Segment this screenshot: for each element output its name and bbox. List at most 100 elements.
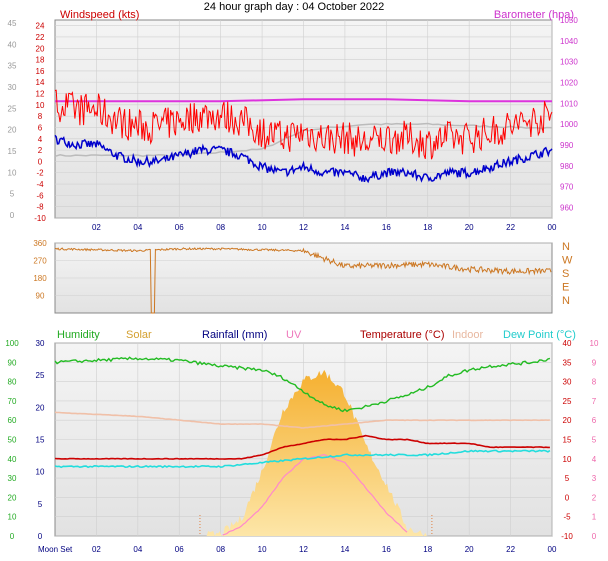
x-tick-label-bottom: 18 [423,545,432,554]
legend-temperature: Temperature (°C) [360,329,444,341]
humidity-tick-label: 40 [8,455,17,464]
x-tick-label: 16 [382,223,391,232]
wind-tick-label: 20 [36,44,45,53]
wind-outer-tick-label: 30 [8,83,17,92]
uv-tick-label: 2 [592,493,597,502]
humidity-line [54,356,551,413]
wind-outer-tick-label: 45 [8,19,17,28]
baro-old-line [54,122,553,158]
x-tick-label-bottom: 10 [258,545,267,554]
x-tick-label-bottom: 14 [340,545,349,554]
rain-tick-label: 5 [38,500,43,509]
direction-tick-label: 180 [33,274,47,283]
wind-tick-label: 16 [36,67,45,76]
humidity-tick-label: 20 [8,493,17,502]
humidity-tick-label: 80 [8,378,17,387]
uv-tick-label: 4 [592,455,597,464]
wind-tick-label: -6 [36,191,44,200]
uv-tick-label: 0 [592,532,597,541]
compass-label: W [562,255,573,267]
x-tick-label-bottom: 02 [92,545,101,554]
wind-outer-tick-label: 0 [10,211,15,220]
x-tick-label-bottom: 12 [299,545,308,554]
rain-tick-label: 10 [36,468,45,477]
humidity-tick-label: 10 [8,513,17,522]
x-tick-label: 22 [506,223,515,232]
humidity-tick-label: 50 [8,436,17,445]
temp-tick-label: 15 [563,436,572,445]
wind-tick-label: 12 [36,90,45,99]
wind-outer-tick-label: 20 [8,126,17,135]
rain-tick-label: 20 [36,403,45,412]
x-tick-label: 08 [216,223,225,232]
dewpoint-line [54,449,551,469]
wind-tick-label: 22 [36,33,45,42]
rain-tick-label: 0 [38,532,43,541]
temp-tick-label: 5 [565,474,570,483]
x-tick-label: 18 [423,223,432,232]
x-tick-label: 12 [299,223,308,232]
wind-outer-tick-label: 5 [10,190,15,199]
x-tick-label: 06 [175,223,184,232]
wind-tick-label: 2 [38,146,43,155]
x-tick-label: 00 [548,223,557,232]
baro-tick-label: 1000 [560,120,578,129]
legend-humidity: Humidity [57,329,100,341]
x-tick-label: 10 [258,223,267,232]
wind-gust-line [54,89,553,160]
uv-tick-label: 1 [592,513,597,522]
temp-tick-label: 35 [563,358,572,367]
temp-tick-label: -5 [563,513,571,522]
x-tick-label-bottom: 16 [382,545,391,554]
legend-indoor: Indoor [452,329,484,341]
x-tick-label-bottom: 22 [506,545,515,554]
uv-tick-label: 7 [592,397,597,406]
indoor-line [54,411,550,429]
direction-tick-label: 270 [33,257,47,266]
wind-tick-label: -10 [34,214,46,223]
baro-tick-label: 980 [560,162,574,171]
temp-tick-label: 40 [563,339,572,348]
humidity-tick-label: 100 [5,339,19,348]
wind-ylabel: Windspeed (kts) [60,9,139,21]
x-tick-label-bottom: 04 [133,545,142,554]
wind-tick-label: 6 [38,123,43,132]
rain-tick-label: 15 [36,436,45,445]
wind-tick-label: 10 [36,101,45,110]
wind-tick-label: -8 [36,203,44,212]
direction-tick-label: 360 [33,239,47,248]
compass-label: N [562,295,570,307]
uv-tick-label: 10 [590,339,599,348]
wind-tick-label: -4 [36,180,44,189]
humidity-tick-label: 90 [8,358,17,367]
baro-tick-label: 1040 [560,37,578,46]
baro-ylabel: Barometer (hpa) [494,9,574,21]
baro-tick-label: 990 [560,141,574,150]
direction-tick-label: 90 [36,292,45,301]
humidity-tick-label: 60 [8,416,17,425]
barometer-line [55,98,552,103]
x-tick-label-bottom: 06 [175,545,184,554]
humidity-tick-label: 30 [8,474,17,483]
uv-tick-label: 6 [592,416,597,425]
x-tick-label-bottom: 08 [216,545,225,554]
temp-tick-label: 30 [563,378,572,387]
humidity-tick-label: 70 [8,397,17,406]
wind-tick-label: 4 [38,135,43,144]
legend-rainfall: Rainfall (mm) [202,329,267,341]
uv-tick-label: 8 [592,378,597,387]
legend-dewpoint: Dew Point (°C) [503,329,576,341]
x-tick-label: 14 [340,223,349,232]
wind-tick-label: 18 [36,56,45,65]
uv-line [222,453,408,536]
temp-tick-label: 10 [563,455,572,464]
temp-tick-label: 25 [563,397,572,406]
legend-solar: Solar [126,329,152,341]
wind-tick-label: 24 [36,22,45,31]
wind-tick-label: 8 [38,112,43,121]
chart-title: 24 hour graph day : 04 October 2022 [204,1,384,13]
temperature-line [54,434,550,460]
humidity-tick-label: 0 [10,532,15,541]
compass-label: N [562,241,570,253]
